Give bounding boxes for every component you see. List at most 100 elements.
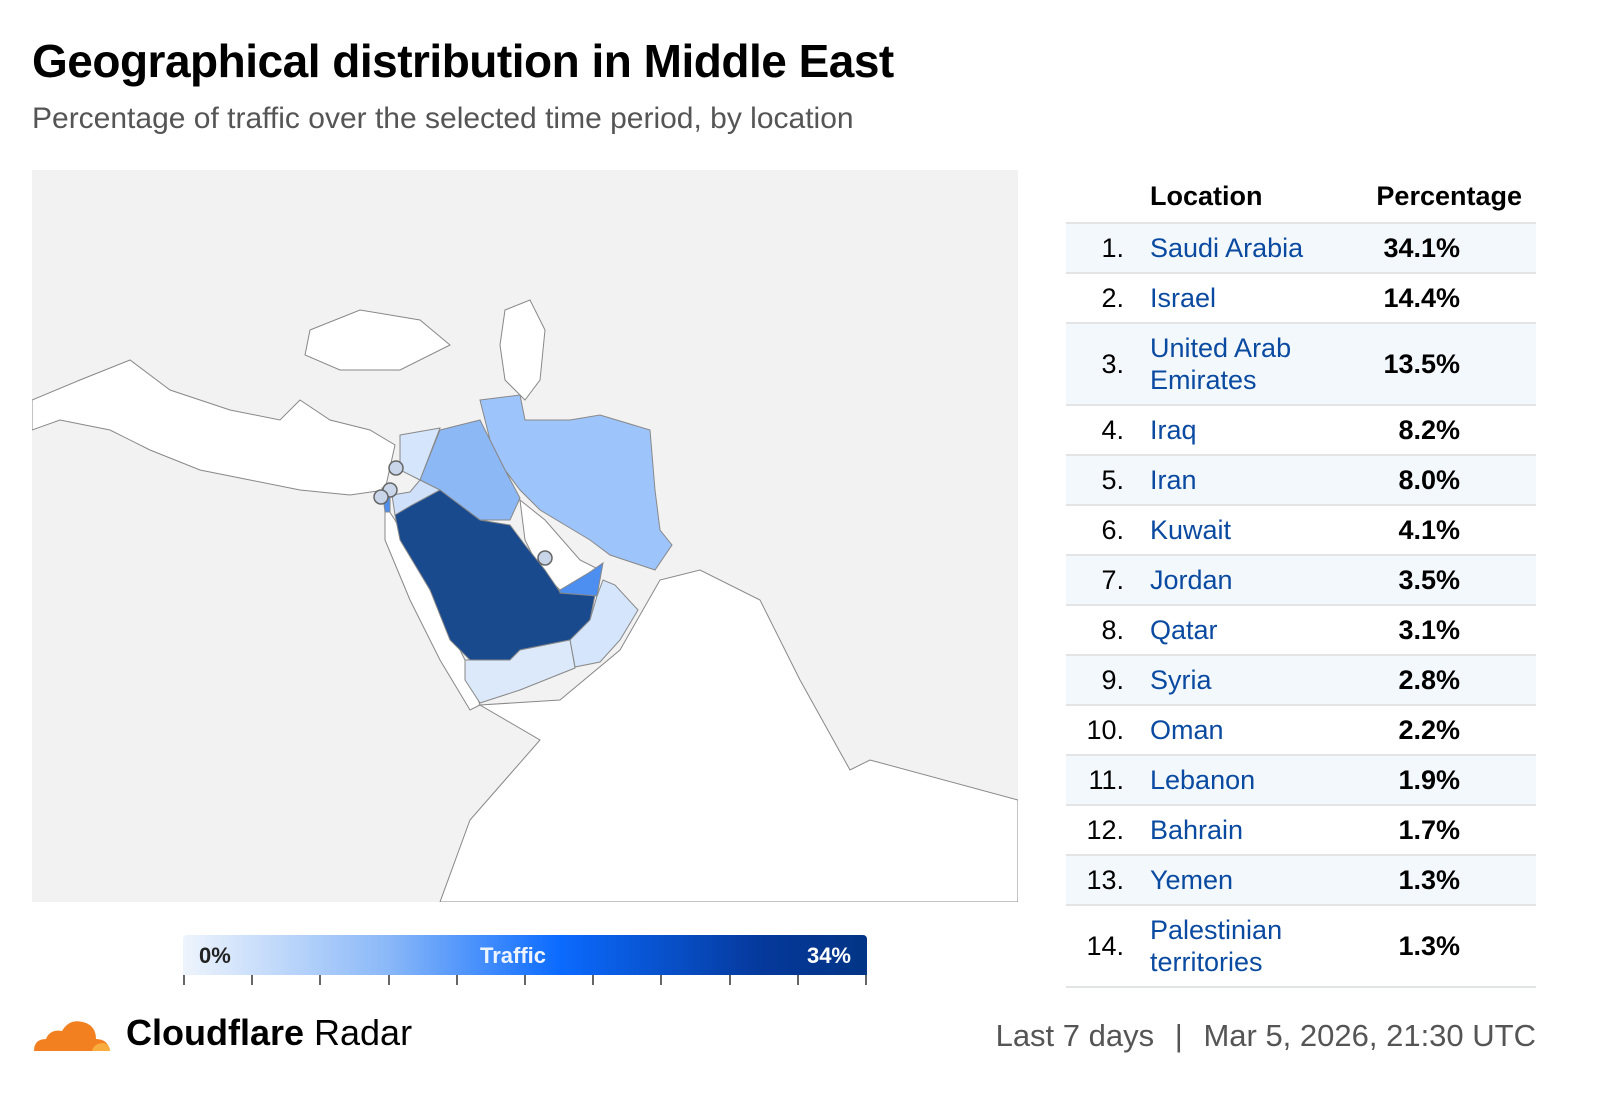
country-saudi-arabia <box>394 489 596 661</box>
percentage-value: 2.8% <box>1398 664 1460 695</box>
country-oman <box>569 579 639 668</box>
location-link[interactable]: United Arab Emirates <box>1150 333 1292 395</box>
table-row: 9. Syria 2.8% <box>1066 654 1536 704</box>
rank: 1. <box>1101 232 1124 263</box>
location-link[interactable]: Kuwait <box>1150 515 1232 545</box>
rank: 3. <box>1101 348 1124 379</box>
cloudflare-radar-logo: Cloudflare Radar <box>32 1012 412 1054</box>
cloudflare-cloud-icon <box>34 1021 110 1051</box>
locations-table: Location Percentage 1. Saudi Arabia 34.1… <box>1066 170 1536 988</box>
black-sea <box>304 309 451 371</box>
brand-product: Radar <box>314 1012 413 1053</box>
legend-tick <box>796 975 799 985</box>
table-row: 3. United Arab Emirates 13.5% <box>1066 322 1536 404</box>
location-link[interactable]: Bahrain <box>1150 815 1244 845</box>
legend-tick <box>660 975 663 985</box>
location-link[interactable]: Israel <box>1150 283 1217 313</box>
location-link[interactable]: Iran <box>1150 465 1197 495</box>
location-link[interactable]: Palestinian territories <box>1150 915 1283 977</box>
footer-meta: Last 7 days | Mar 5, 2026, 21:30 UTC <box>996 1018 1536 1054</box>
table-row: 13. Yemen 1.3% <box>1066 854 1536 904</box>
country-yemen <box>464 639 576 704</box>
time-period: Last 7 days <box>995 1018 1155 1053</box>
column-percentage: Percentage <box>1376 180 1522 211</box>
percentage-value: 3.1% <box>1398 614 1460 645</box>
country-jordan <box>391 479 442 516</box>
table-row: 1. Saudi Arabia 34.1% <box>1066 222 1536 272</box>
marker-bahrain <box>537 550 553 566</box>
rank: 6. <box>1101 514 1124 545</box>
legend-tick <box>183 975 185 985</box>
percentage-value: 1.7% <box>1398 814 1460 845</box>
rank: 4. <box>1101 414 1124 445</box>
table-row: 8. Qatar 3.1% <box>1066 604 1536 654</box>
table-row: 12. Bahrain 1.7% <box>1066 804 1536 854</box>
percentage-value: 1.3% <box>1398 930 1460 961</box>
rank: 12. <box>1086 814 1124 845</box>
marker-lebanon <box>388 460 404 476</box>
country-uae <box>559 561 604 597</box>
location-link[interactable]: Iraq <box>1150 415 1197 445</box>
rank: 8. <box>1101 614 1124 645</box>
rank: 7. <box>1101 564 1124 595</box>
percentage-value: 4.1% <box>1398 514 1460 545</box>
table-row: 6. Kuwait 4.1% <box>1066 504 1536 554</box>
rank: 13. <box>1086 864 1124 895</box>
separator: | <box>1174 1018 1183 1053</box>
location-link[interactable]: Yemen <box>1150 865 1234 895</box>
rank: 9. <box>1101 664 1124 695</box>
page-subtitle: Percentage of traffic over the selected … <box>32 102 854 135</box>
column-location: Location <box>1150 180 1263 211</box>
location-link[interactable]: Saudi Arabia <box>1150 233 1304 263</box>
legend-ticks <box>183 975 867 985</box>
table-row: 14. Palestinian territories 1.3% <box>1066 904 1536 988</box>
traffic-legend: 0% Traffic 34% <box>183 935 867 975</box>
percentage-value: 8.2% <box>1398 414 1460 445</box>
arabian-sea <box>439 569 1018 902</box>
location-link[interactable]: Qatar <box>1150 615 1218 645</box>
legend-tick <box>387 975 390 985</box>
percentage-value: 13.5% <box>1383 348 1460 379</box>
percentage-value: 1.3% <box>1398 864 1460 895</box>
legend-tick <box>319 975 322 985</box>
legend-max: 34% <box>806 943 851 968</box>
country-iran <box>479 394 673 571</box>
table-row: 4. Iraq 8.2% <box>1066 404 1536 454</box>
seas <box>32 299 1018 902</box>
rank: 10. <box>1086 714 1124 745</box>
percentage-value: 34.1% <box>1383 232 1460 263</box>
table-row: 11. Lebanon 1.9% <box>1066 754 1536 804</box>
legend-tick <box>251 975 254 985</box>
rank: 2. <box>1101 282 1124 313</box>
choropleth-map[interactable] <box>32 170 1018 902</box>
location-link[interactable]: Syria <box>1150 665 1212 695</box>
rank: 14. <box>1086 930 1124 961</box>
marker-israel <box>373 489 389 505</box>
location-link[interactable]: Lebanon <box>1150 765 1256 795</box>
percentage-value: 8.0% <box>1398 464 1460 495</box>
rank: 11. <box>1088 764 1124 795</box>
percentage-value: 1.9% <box>1398 764 1460 795</box>
table-header: Location Percentage <box>1066 170 1536 222</box>
brand-name: Cloudflare <box>126 1012 305 1053</box>
table-row: 7. Jordan 3.5% <box>1066 554 1536 604</box>
caspian-sea <box>499 299 546 401</box>
location-link[interactable]: Jordan <box>1150 565 1233 595</box>
timestamp: Mar 5, 2026, 21:30 UTC <box>1203 1018 1536 1053</box>
legend-tick <box>592 975 595 985</box>
legend-tick <box>728 975 731 985</box>
legend-tick <box>455 975 458 985</box>
rank: 5. <box>1101 464 1124 495</box>
legend-tick <box>524 975 526 985</box>
percentage-value: 14.4% <box>1383 282 1460 313</box>
legend-min: 0% <box>199 943 231 968</box>
percentage-value: 2.2% <box>1398 714 1460 745</box>
table-row: 10. Oman 2.2% <box>1066 704 1536 754</box>
legend-label: Traffic <box>480 943 547 968</box>
small-country-markers <box>373 460 553 566</box>
table-row: 5. Iran 8.0% <box>1066 454 1536 504</box>
page-title: Geographical distribution in Middle East <box>32 35 894 87</box>
percentage-value: 3.5% <box>1398 564 1460 595</box>
table-row: 2. Israel 14.4% <box>1066 272 1536 322</box>
location-link[interactable]: Oman <box>1150 715 1224 745</box>
